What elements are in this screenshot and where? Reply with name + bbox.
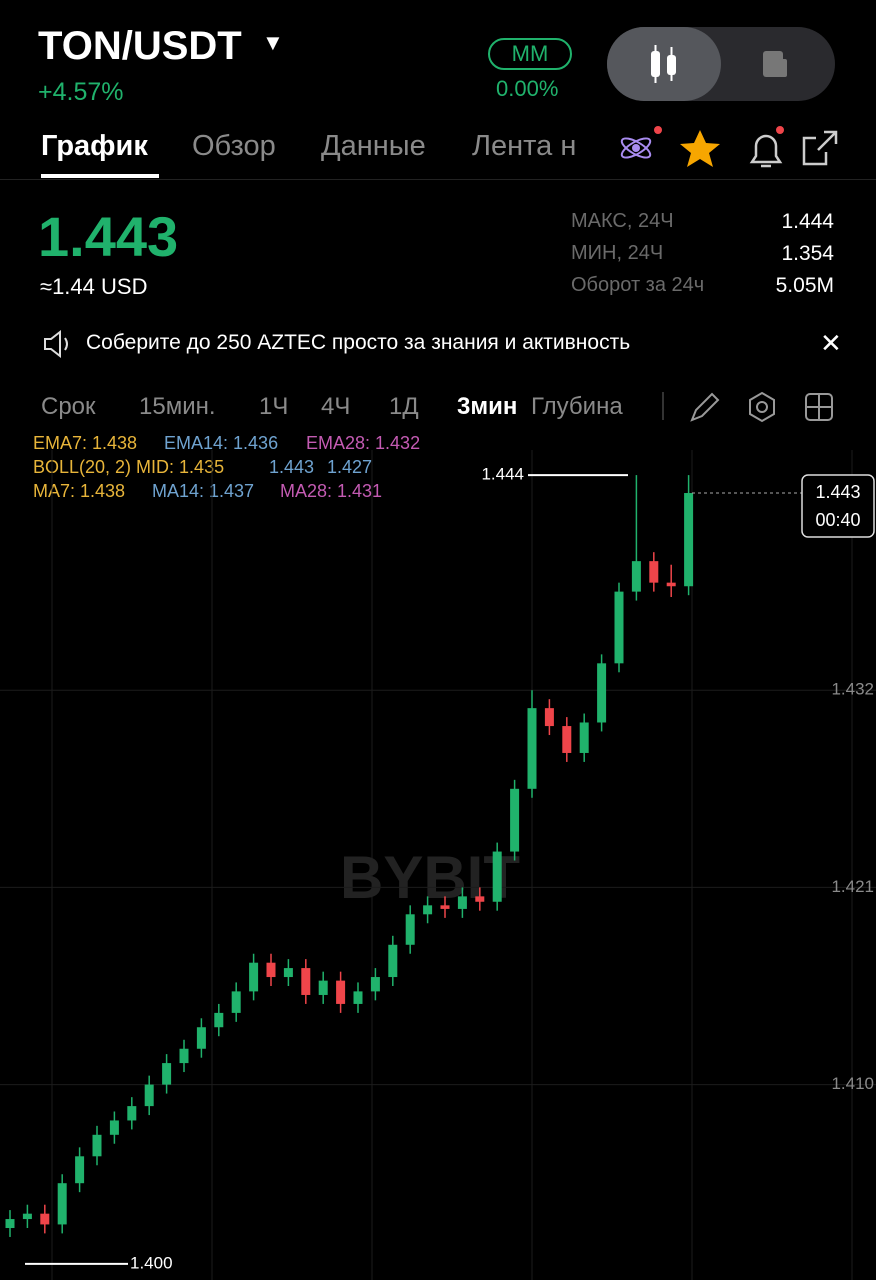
view-toggle xyxy=(607,27,835,101)
separator xyxy=(662,392,664,420)
candle-body xyxy=(475,896,485,902)
price-tag-value: 1.443 xyxy=(815,482,860,502)
candle-body xyxy=(162,1063,172,1085)
indicator: 1.443 xyxy=(269,457,315,477)
candle-body xyxy=(440,905,450,909)
y-tick-label: 1.421 xyxy=(831,877,874,896)
candle-body xyxy=(57,1183,67,1225)
candle-body xyxy=(649,561,659,583)
banner[interactable]: Соберите до 250 AZTEC просто за знания и… xyxy=(86,331,631,354)
indicator: 1.427 xyxy=(327,457,373,477)
candle-body xyxy=(405,914,415,945)
divider xyxy=(0,179,876,180)
mm-value: 0.00% xyxy=(496,76,559,101)
candle-body xyxy=(109,1120,119,1135)
candle-body xyxy=(597,663,607,723)
tab-underline xyxy=(41,174,159,178)
candle-body xyxy=(510,788,520,852)
candle-body xyxy=(579,722,589,753)
indicator: EMA7: 1.438 xyxy=(33,433,138,453)
candle-body xyxy=(127,1106,137,1121)
timeframe[interactable]: 1Ч xyxy=(259,393,289,420)
candle-body xyxy=(336,980,346,1004)
candle-body xyxy=(249,962,259,992)
candle-body xyxy=(388,944,398,978)
candle-body xyxy=(5,1219,15,1229)
indicator: MA14: 1.437 xyxy=(152,481,255,501)
pair[interactable]: TON/USDT xyxy=(38,24,242,68)
candle-body xyxy=(562,726,572,753)
max-label: 1.444 xyxy=(481,465,524,484)
candle-body xyxy=(318,980,328,995)
candle-body xyxy=(301,968,311,995)
candle-body xyxy=(92,1134,102,1157)
stat-label: Оборот за 24ч xyxy=(571,274,705,296)
candle-body xyxy=(666,582,676,587)
candle-view[interactable] xyxy=(607,27,721,101)
timeframe[interactable]: 3мин xyxy=(457,393,518,420)
candle-body xyxy=(370,977,380,992)
tab[interactable]: График xyxy=(41,130,148,162)
candle-body xyxy=(614,591,624,664)
timeframe[interactable]: 4Ч xyxy=(321,393,351,420)
price-tag xyxy=(801,474,875,538)
timeframe[interactable]: 15мин. xyxy=(139,393,216,420)
candle-body xyxy=(196,1027,206,1049)
candle-icon xyxy=(651,45,676,83)
candle-body xyxy=(423,905,433,915)
indicator: EMA28: 1.432 xyxy=(306,433,421,453)
timeframe[interactable]: Срок xyxy=(41,393,96,420)
timeframe[interactable]: Глубина xyxy=(531,393,623,420)
tab[interactable]: Обзор xyxy=(192,130,276,162)
candle-body xyxy=(22,1213,32,1220)
last-price: 1.443 xyxy=(38,205,179,268)
indicator: BOLL(20, 2) MID: 1.435 xyxy=(33,457,225,477)
watermark: BYBIT xyxy=(340,844,520,911)
caret[interactable]: ▼ xyxy=(262,30,284,55)
v-grid xyxy=(51,450,853,1280)
close-banner[interactable]: ✕ xyxy=(820,328,842,358)
candle-body xyxy=(179,1048,189,1064)
stat-value: 5.05M xyxy=(775,274,834,297)
mm-badge[interactable]: MM xyxy=(488,38,572,70)
toolbar-icons xyxy=(620,126,838,168)
indicator: EMA14: 1.436 xyxy=(164,433,279,453)
chart-tools xyxy=(690,391,833,423)
usd-price: ≈1.44 USD xyxy=(40,274,148,299)
candle-body xyxy=(144,1084,154,1107)
candle-body xyxy=(457,896,467,909)
candle-body xyxy=(631,561,641,592)
candle-body xyxy=(684,493,694,587)
candle-body xyxy=(527,708,537,789)
change: +4.57% xyxy=(38,78,124,106)
y-tick-label: 1.432 xyxy=(831,680,874,699)
candle-body xyxy=(40,1213,50,1225)
y-tick-label: 1.410 xyxy=(831,1074,874,1093)
countdown: 00:40 xyxy=(815,510,860,530)
stat-value: 1.444 xyxy=(781,210,834,233)
stat-value: 1.354 xyxy=(781,242,834,265)
indicator: MA28: 1.431 xyxy=(280,481,383,501)
stat-label: МАКС, 24Ч xyxy=(571,210,674,232)
candle-body xyxy=(266,962,276,978)
book-icon[interactable] xyxy=(757,47,793,81)
min-label: 1.400 xyxy=(130,1253,173,1272)
candle-body xyxy=(231,991,241,1013)
candle-body xyxy=(544,708,554,727)
chart: BYBIT 1.410 1.421 1.432 1.444 1.400 1.443 00:40 xyxy=(0,450,876,1280)
candle-body xyxy=(492,851,502,902)
candle-body xyxy=(75,1156,85,1184)
candle-body xyxy=(214,1012,224,1028)
candle-body xyxy=(283,968,293,978)
tab[interactable]: Данные xyxy=(321,130,426,162)
stat-label: МИН, 24Ч xyxy=(571,242,664,264)
candle-body xyxy=(353,991,363,1004)
timeframe[interactable]: 1Д xyxy=(389,393,419,420)
speaker-icon xyxy=(44,330,68,358)
tab[interactable]: Лента н xyxy=(472,130,577,162)
indicator: MA7: 1.438 xyxy=(33,481,126,501)
